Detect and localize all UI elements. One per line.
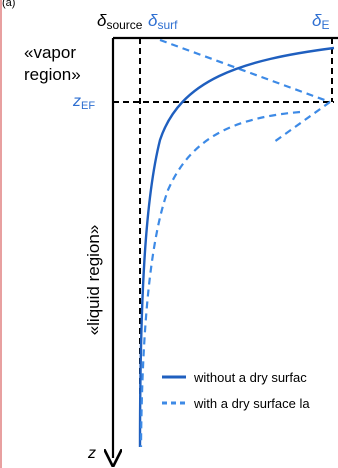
vapor-region-label-line2: region»	[24, 65, 81, 84]
delta-surf-label: δsurf	[148, 11, 178, 32]
curve-with-dry-surface	[139, 110, 301, 448]
vapor-region-label-line1: «vapor	[24, 43, 76, 62]
dry-layer-line-a	[159, 38, 331, 104]
legend: without a dry surfac with a dry surface …	[162, 370, 310, 411]
delta-e-label: δE	[312, 11, 329, 32]
liquid-region-label: «liquid region»	[84, 225, 103, 336]
z-axis-label: z	[87, 445, 96, 462]
z-ef-label: zEF	[72, 93, 95, 112]
delta-source-label: δsource	[97, 11, 143, 32]
dry-layer-line-b	[273, 101, 331, 143]
legend-label-solid: without a dry surfac	[193, 370, 307, 385]
legend-label-dashed: with a dry surface la	[193, 396, 310, 411]
figure-panel-fragment: (a)	[2, 0, 15, 9]
curve-without-dry-surface	[138, 46, 335, 448]
